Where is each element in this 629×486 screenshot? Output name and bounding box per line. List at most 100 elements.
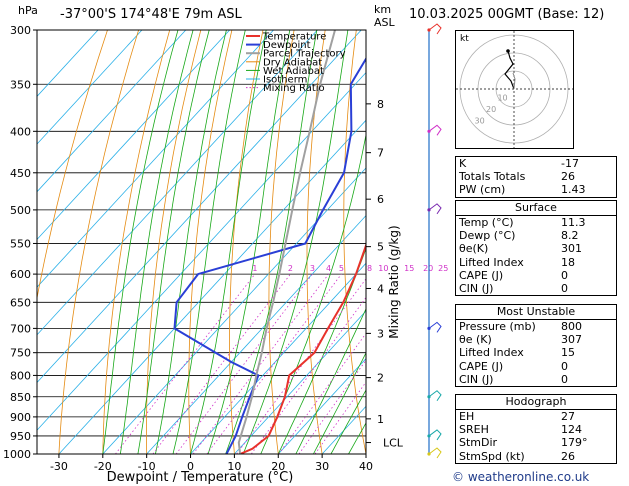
legend-label: Isotherm [263, 75, 307, 86]
surface-label: CAPE (J) [459, 268, 504, 282]
mixing-ratio-label: 15 [404, 264, 414, 273]
series-line-dewpoint [173, 56, 366, 454]
surface-row: Temp (°C) 11.3 [456, 216, 616, 229]
temperature-tick-label: -30 [50, 460, 68, 473]
hodograph-stat-row: StmDir 179° [456, 436, 616, 449]
mixing-ratio-line [278, 332, 366, 454]
most-unstable-title: Most Unstable [456, 305, 616, 320]
isotherm-line [37, 30, 274, 288]
x-axis-label: Dewpoint / Temperature (°C) [107, 470, 294, 485]
wet-adiabat-line [207, 30, 291, 454]
wet-adiabat-line [313, 352, 366, 454]
surface-row: CIN (J) 0 [456, 282, 616, 295]
km-tick-label: 5 [377, 241, 384, 254]
isotherm-line [37, 30, 230, 241]
mixing-ratio-line [236, 278, 366, 454]
temperature-tick-label: 40 [359, 460, 373, 473]
wet-adiabat-line [225, 30, 318, 454]
km-tick-label: LCL [383, 437, 404, 450]
isotherm-line [146, 215, 366, 454]
most-unstable-label: CIN (J) [459, 372, 494, 386]
mixing-ratio-line [115, 273, 256, 454]
mixing-ratio-label: 10 [378, 264, 388, 273]
surface-table: Surface Temp (°C) 11.3 Dewp (°C) 8.2 θe(K) 30… [455, 200, 617, 297]
most-unstable-row: CIN (J) 0 [456, 373, 616, 386]
pressure-tick-label: 750 [10, 347, 31, 360]
hodograph-stat-value: 179° [561, 436, 588, 450]
mixing-ratio-label: 20 [423, 264, 433, 273]
surface-row: Lifted Index 18 [456, 256, 616, 269]
temperature-tick-label: 0 [187, 460, 194, 473]
y-axis-label-right: Mixing Ratio (g/kg) [387, 225, 401, 338]
temperature-tick-label: 10 [227, 460, 241, 473]
hpa-label: hPa [18, 4, 38, 17]
legend-label: Wet Adiabat [263, 66, 324, 77]
hodograph-table: Hodograph EH 27 SREH 124 StmDir 179° StmSpd (k… [455, 394, 617, 464]
wet-adiabat-line [190, 30, 267, 454]
pressure-tick-label: 350 [10, 78, 31, 91]
dry-adiabat-line [414, 30, 454, 454]
index-value: -17 [561, 157, 579, 170]
mixing-ratio-label: 5 [339, 264, 344, 273]
wet-adiabat-line [295, 307, 366, 454]
hodograph-stat-label: EH [459, 410, 475, 423]
most-unstable-label: Lifted Index [459, 346, 524, 360]
surface-label: Lifted Index [459, 255, 524, 269]
mixing-ratio-line [314, 381, 366, 454]
isotherm-line [37, 30, 143, 145]
legend-label: Temperature [262, 32, 326, 43]
surface-value: 8.2 [561, 229, 579, 243]
most-unstable-value: 15 [561, 346, 575, 360]
pressure-tick-label: 450 [10, 167, 31, 180]
wind-barb [428, 23, 442, 35]
surface-row: θe(K) 301 [456, 242, 616, 255]
pressure-tick-label: 600 [10, 268, 31, 281]
mixing-ratio-line [192, 273, 329, 454]
surface-value: 0 [561, 281, 568, 295]
pressure-tick-label: 550 [10, 237, 31, 250]
most-unstable-value: 0 [561, 359, 568, 373]
km-label: km [374, 3, 392, 16]
hodograph-stat-label: StmSpd (kt) [459, 449, 525, 463]
mixing-ratio-line [250, 296, 366, 454]
mixing-ratio-label: 1 [252, 264, 257, 273]
hodograph-ring-label: 30 [475, 116, 485, 125]
surface-title: Surface [456, 201, 616, 216]
wet-adiabat-line [155, 30, 227, 454]
pressure-tick-label: 400 [10, 125, 31, 138]
pressure-tick-label: 900 [10, 411, 31, 424]
surface-value: 18 [561, 255, 575, 269]
mixing-ratio-line [152, 273, 291, 454]
surface-value: 11.3 [561, 216, 586, 229]
most-unstable-label: Pressure (mb) [459, 320, 536, 333]
km-tick-label: 3 [377, 327, 384, 340]
index-label: PW (cm) [459, 183, 506, 197]
wet-adiabat-line [172, 30, 246, 454]
dry-adiabat-line [343, 30, 366, 454]
isotherm-line [234, 310, 366, 454]
wind-barb [428, 203, 442, 215]
legend-label: Mixing Ratio [263, 83, 325, 94]
hodograph-stat-label: StmDir [459, 436, 498, 450]
dry-adiabat-line [306, 30, 326, 454]
hodograph-stat-row: SREH 124 [456, 423, 616, 436]
hodograph-ring-label: 10 [497, 93, 507, 102]
copyright: © weatheronline.co.uk [452, 470, 590, 484]
km-tick-label: 8 [377, 98, 384, 111]
surface-row: Dewp (°C) 8.2 [456, 229, 616, 242]
most-unstable-value: 307 [561, 333, 582, 347]
hodograph-storm-motion [512, 72, 516, 90]
hodograph-kt-label: kt [460, 34, 469, 44]
dry-adiabat-line [268, 30, 295, 454]
dry-adiabat-line [188, 30, 233, 454]
mixing-ratio-label: 25 [438, 264, 448, 273]
km-tick-label: 4 [377, 282, 384, 295]
surface-value: 0 [561, 268, 568, 282]
pressure-tick-label: 850 [10, 391, 31, 404]
most-unstable-label: CAPE (J) [459, 359, 504, 373]
hodograph-stat-value: 124 [561, 423, 582, 437]
temperature-tick-label: -20 [94, 460, 112, 473]
wet-adiabat-line [242, 30, 349, 454]
wind-barb [428, 447, 442, 459]
